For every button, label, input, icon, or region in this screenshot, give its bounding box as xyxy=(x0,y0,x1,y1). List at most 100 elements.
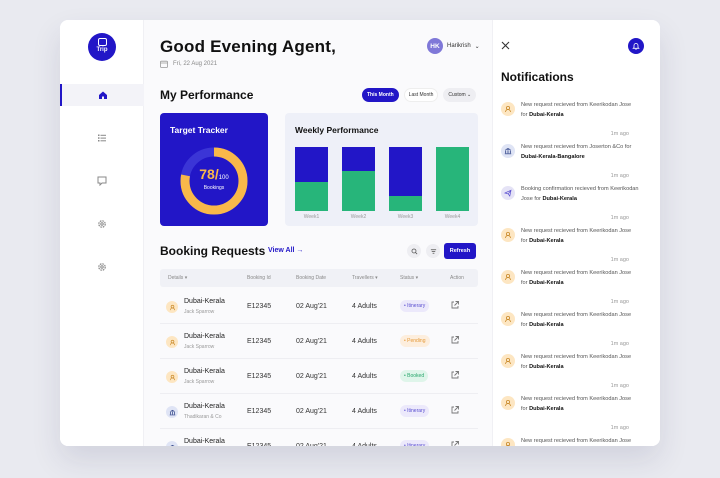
weekly-bars xyxy=(295,147,471,211)
weekly-bar xyxy=(436,147,469,211)
notification-item[interactable]: New request recieved from Keerikodan Jos… xyxy=(501,394,653,436)
notification-text: New request recieved from Keerikodan Jos… xyxy=(521,352,639,372)
column-header-label: Travellers xyxy=(352,275,374,281)
search-icon xyxy=(411,248,417,254)
notification-text: Booking confirmation recieved from Keeri… xyxy=(521,184,639,204)
target-value: 78/ xyxy=(199,166,219,182)
table-row[interactable]: Dubai-Kerala Jack Sparrow E12345 02 Aug'21 4… xyxy=(160,289,478,324)
bank-icon xyxy=(504,148,512,155)
tab-custom-label: Custom xyxy=(448,92,466,98)
refresh-button[interactable]: Refresh xyxy=(444,243,476,259)
search-button[interactable] xyxy=(407,244,421,258)
sidebar-item-list[interactable] xyxy=(60,127,144,149)
booking-date: 02 Aug'21 xyxy=(296,303,327,310)
open-external-icon[interactable] xyxy=(450,300,460,310)
sort-icon: ▾ xyxy=(375,275,378,281)
notification-item[interactable]: New request recieved from Joserton &Co f… xyxy=(501,142,653,184)
avatar: HK xyxy=(427,38,443,54)
open-external-icon[interactable] xyxy=(450,440,460,446)
notification-time: 1m ago xyxy=(610,131,629,137)
booking-date: 02 Aug'21 xyxy=(296,338,327,345)
column-header-travellers[interactable]: Travellers ▾ xyxy=(352,275,378,281)
user-avatar xyxy=(501,312,515,326)
plane-avatar xyxy=(501,186,515,200)
travellers: 4 Adults xyxy=(352,443,377,446)
status-badge: • Pending xyxy=(400,335,430,347)
notification-text: New request recieved from Keerikodan Jos… xyxy=(521,100,639,120)
route-name: Dubai-Kerala xyxy=(184,438,225,445)
notification-time: 1m ago xyxy=(610,257,629,263)
sidebar-item-home[interactable] xyxy=(60,84,144,106)
booking-id: E12345 xyxy=(247,408,272,415)
target-tracker-title: Target Tracker xyxy=(170,125,228,135)
notification-time: 1m ago xyxy=(610,383,629,389)
booking-date: 02 Aug'21 xyxy=(296,373,327,380)
notification-route: Dubai-Kerala xyxy=(529,280,564,286)
list-icon xyxy=(98,134,106,142)
customer-name: Jack Sparrow xyxy=(184,379,215,385)
column-header-status[interactable]: Status ▾ xyxy=(400,275,418,281)
notification-item[interactable]: New request recieved from Keerikodan Jos… xyxy=(501,100,653,142)
notification-item[interactable]: New request recieved from Keerikodan Jos… xyxy=(501,436,653,446)
sidebar-item-chat[interactable] xyxy=(60,170,144,192)
column-header-details[interactable]: Details ▾ xyxy=(168,275,187,281)
notification-item[interactable]: New request recieved from Keerikodan Jos… xyxy=(501,226,653,268)
table-row[interactable]: Dubai-Kerala Jack Sparrow E12345 02 Aug'21 4… xyxy=(160,359,478,394)
view-all-link[interactable]: View All → xyxy=(268,247,304,254)
user-avatar xyxy=(501,270,515,284)
current-date: Fri, 22 Aug 2021 xyxy=(173,61,218,67)
status-badge: • Itinerary xyxy=(400,405,430,417)
notification-route: Dubai-Kerala xyxy=(529,112,564,118)
status-badge: • Itinerary xyxy=(400,440,430,446)
notifications-button[interactable] xyxy=(628,38,644,54)
weekly-bar-secondary-segment xyxy=(295,182,328,211)
sidebar-item-settings[interactable] xyxy=(60,213,144,235)
user-avatar xyxy=(166,371,178,383)
route-name: Dubai-Kerala xyxy=(184,298,225,305)
user-icon xyxy=(505,399,511,407)
sidebar-item-preferences[interactable] xyxy=(60,256,144,278)
open-external-icon[interactable] xyxy=(450,405,460,415)
notification-item[interactable]: Booking confirmation recieved from Keeri… xyxy=(501,184,653,226)
performance-tabs: This Month Last Month Custom ⌄ xyxy=(362,88,477,102)
tab-this-month[interactable]: This Month xyxy=(362,88,399,102)
weekly-performance-title: Weekly Performance xyxy=(295,125,379,135)
weekly-bar xyxy=(389,147,422,211)
notification-text: New request recieved from Keerikodan Jos… xyxy=(521,310,639,330)
notification-item[interactable]: New request recieved from Keerikodan Jos… xyxy=(501,352,653,394)
calendar-icon xyxy=(160,60,168,68)
travellers: 4 Adults xyxy=(352,408,377,415)
tab-custom[interactable]: Custom ⌄ xyxy=(443,88,477,102)
weekly-bar-secondary-segment xyxy=(342,171,375,211)
user-menu[interactable]: HK Harikrish ⌄ xyxy=(427,38,480,54)
customer-name: Jack Sparrow xyxy=(184,309,215,315)
app-logo[interactable]: Trip xyxy=(88,33,116,61)
target-tracker-card: Target Tracker 78/100 Bookings xyxy=(160,113,268,226)
notification-message: New request recieved from Joserton &Co f… xyxy=(521,144,632,150)
notification-route: Dubai-Kerala xyxy=(529,322,564,328)
column-header-booking-date[interactable]: Booking Date xyxy=(296,275,327,281)
notification-message: New request recieved from Keerikodan Jos… xyxy=(521,438,632,444)
column-header-booking-id[interactable]: Booking Id xyxy=(247,275,271,281)
notification-text: New request recieved from Keerikodan Jos… xyxy=(521,226,639,246)
notification-item[interactable]: New request recieved from Keerikodan Jos… xyxy=(501,310,653,352)
booking-id: E12345 xyxy=(247,338,272,345)
close-icon[interactable] xyxy=(501,41,510,50)
table-row[interactable]: Dubai-Kerala Jack Sparrow E12345 02 Aug'21 4… xyxy=(160,324,478,359)
open-external-icon[interactable] xyxy=(450,370,460,380)
table-header: Details ▾ Booking Id Booking Date Travel… xyxy=(160,269,478,287)
open-external-icon[interactable] xyxy=(450,335,460,345)
filter-button[interactable] xyxy=(426,244,440,258)
tab-last-month[interactable]: Last Month xyxy=(403,88,439,102)
user-avatar xyxy=(166,301,178,313)
sort-icon: ▾ xyxy=(415,275,419,281)
notification-item[interactable]: New request recieved from Keerikodan Jos… xyxy=(501,268,653,310)
booking-date: 02 Aug'21 xyxy=(296,443,327,446)
bank-avatar xyxy=(501,144,515,158)
gear-icon xyxy=(98,263,106,271)
notification-message: New request recieved from Keerikodan Jos… xyxy=(521,312,632,328)
donut-progress xyxy=(180,147,248,215)
notification-text: New request recieved from Keerikodan Jos… xyxy=(521,394,639,414)
